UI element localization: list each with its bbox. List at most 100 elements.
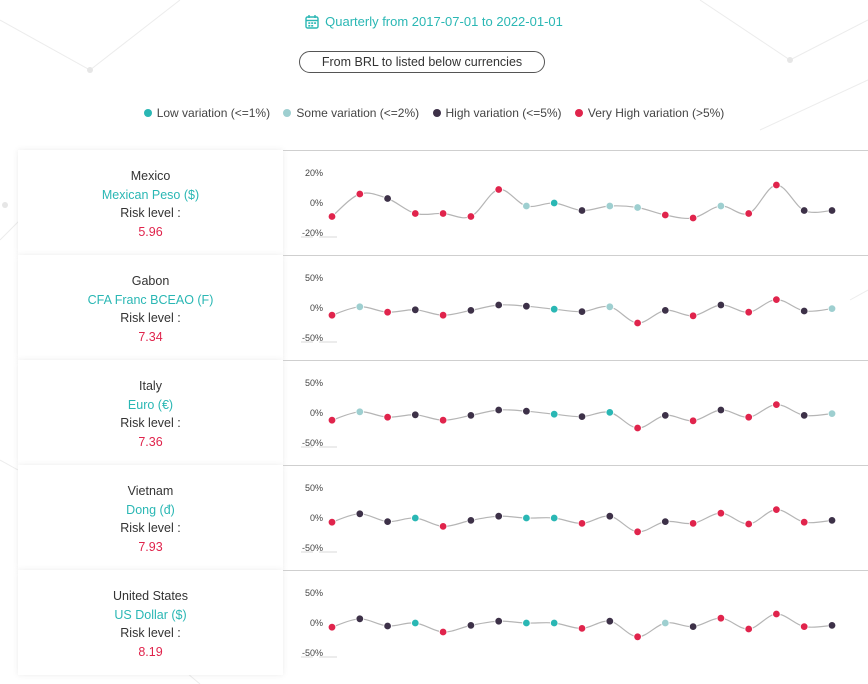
data-point[interactable] [744, 308, 753, 317]
data-point[interactable] [772, 505, 781, 514]
data-point[interactable] [827, 304, 837, 313]
data-point[interactable] [688, 311, 698, 320]
legend-item-some[interactable]: Some variation (<=2%) [283, 106, 419, 120]
data-point[interactable] [800, 206, 809, 215]
conversion-button[interactable]: From BRL to listed below currencies [299, 51, 545, 73]
legend-item-very-high[interactable]: Very High variation (>5%) [574, 106, 724, 120]
data-point[interactable] [355, 407, 364, 416]
data-point[interactable] [383, 517, 392, 526]
data-point[interactable] [772, 609, 781, 619]
data-point[interactable] [522, 201, 531, 211]
data-point[interactable] [327, 416, 337, 425]
data-point[interactable] [744, 413, 753, 422]
data-point[interactable] [716, 300, 726, 310]
data-point[interactable] [800, 306, 809, 316]
data-point[interactable] [466, 411, 476, 420]
currency-name[interactable]: Dong (đ) [126, 502, 175, 517]
data-point[interactable] [633, 318, 642, 328]
data-point[interactable] [577, 412, 587, 421]
data-point[interactable] [605, 302, 614, 311]
currency-card[interactable]: Gabon CFA Franc BCEAO (F) Risk level : 7… [18, 255, 283, 360]
data-point[interactable] [466, 516, 476, 525]
data-point[interactable] [772, 295, 781, 304]
data-point[interactable] [466, 306, 476, 315]
data-point[interactable] [633, 632, 642, 642]
data-point[interactable] [577, 624, 587, 633]
data-point[interactable] [550, 618, 559, 628]
data-point[interactable] [827, 206, 837, 215]
data-point[interactable] [744, 209, 753, 218]
data-point[interactable] [438, 522, 448, 531]
data-point[interactable] [661, 411, 670, 420]
legend-item-low[interactable]: Low variation (<=1%) [143, 106, 270, 120]
data-point[interactable] [411, 305, 420, 314]
data-point[interactable] [800, 518, 809, 527]
data-point[interactable] [383, 308, 392, 317]
data-point[interactable] [494, 617, 503, 626]
data-point[interactable] [355, 189, 364, 199]
data-point[interactable] [522, 513, 531, 523]
data-point[interactable] [411, 209, 420, 218]
data-point[interactable] [744, 624, 753, 634]
data-point[interactable] [411, 410, 420, 419]
currency-name[interactable]: CFA Franc BCEAO (F) [87, 292, 214, 307]
data-point[interactable] [383, 621, 392, 631]
data-point[interactable] [827, 409, 837, 418]
data-point[interactable] [438, 311, 448, 320]
data-point[interactable] [577, 519, 587, 528]
data-point[interactable] [494, 185, 503, 194]
currency-card[interactable]: Mexico Mexican Peso ($) Risk level : 5.9… [18, 150, 283, 255]
data-point[interactable] [633, 527, 642, 537]
data-point[interactable] [550, 305, 559, 314]
data-point[interactable] [327, 623, 337, 632]
data-point[interactable] [661, 306, 670, 315]
data-point[interactable] [327, 518, 337, 527]
data-point[interactable] [522, 407, 531, 416]
data-point[interactable] [466, 621, 476, 630]
currency-name[interactable]: Euro (€) [127, 397, 174, 412]
data-point[interactable] [688, 622, 698, 631]
legend-item-high[interactable]: High variation (<=5%) [432, 106, 562, 120]
data-point[interactable] [577, 307, 587, 316]
data-point[interactable] [438, 209, 448, 218]
data-point[interactable] [688, 416, 698, 425]
data-point[interactable] [800, 411, 809, 420]
data-point[interactable] [633, 423, 642, 433]
data-point[interactable] [327, 311, 337, 320]
currency-card[interactable]: United States US Dollar ($) Risk level :… [18, 570, 283, 675]
data-point[interactable] [494, 405, 503, 415]
data-point[interactable] [438, 627, 448, 637]
data-point[interactable] [355, 509, 364, 518]
data-point[interactable] [605, 201, 614, 211]
data-point[interactable] [661, 517, 670, 526]
data-point[interactable] [605, 408, 614, 417]
data-point[interactable] [383, 194, 392, 203]
data-point[interactable] [633, 203, 642, 212]
currency-card[interactable]: Vietnam Dong (đ) Risk level : 7.93 [18, 465, 283, 570]
data-point[interactable] [355, 302, 364, 311]
data-point[interactable] [744, 519, 753, 529]
data-point[interactable] [383, 413, 392, 422]
data-point[interactable] [550, 410, 559, 419]
data-point[interactable] [577, 206, 587, 215]
data-point[interactable] [772, 400, 781, 409]
data-point[interactable] [605, 512, 614, 521]
data-point[interactable] [827, 621, 837, 630]
data-point[interactable] [522, 618, 531, 628]
currency-card[interactable]: Italy Euro (€) Risk level : 7.36 [18, 360, 283, 465]
data-point[interactable] [661, 618, 670, 628]
data-point[interactable] [411, 513, 420, 523]
data-point[interactable] [800, 622, 809, 631]
data-point[interactable] [355, 614, 364, 623]
data-point[interactable] [827, 516, 837, 525]
data-point[interactable] [494, 512, 503, 521]
data-point[interactable] [688, 519, 698, 528]
data-point[interactable] [466, 212, 476, 221]
data-point[interactable] [716, 614, 726, 623]
data-point[interactable] [661, 210, 670, 220]
data-point[interactable] [716, 201, 726, 211]
currency-name[interactable]: US Dollar ($) [114, 607, 187, 622]
data-point[interactable] [550, 198, 559, 208]
data-point[interactable] [716, 509, 726, 518]
data-point[interactable] [688, 213, 698, 223]
